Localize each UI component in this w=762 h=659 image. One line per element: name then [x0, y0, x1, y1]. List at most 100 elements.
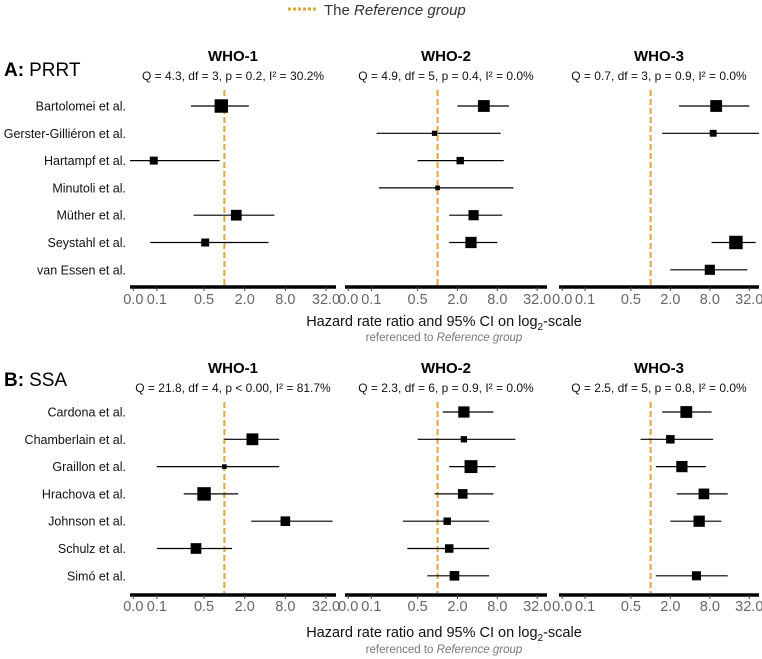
x-tick-label: 0.5	[621, 599, 641, 615]
x-tick-label: 32.0	[523, 599, 551, 615]
estimate-point	[443, 517, 451, 525]
x-tick-label: 0.0	[123, 599, 143, 615]
x-axis-sublabel: referenced to Reference group	[366, 332, 523, 344]
x-tick-label: 0.5	[194, 292, 214, 308]
study-label: Bartolomei et al.	[36, 100, 126, 114]
panel-who-1: WHO-1 Q = 4.3, df = 3, p = 0.2, I² = 30.2…	[123, 48, 340, 308]
estimate-point	[190, 543, 202, 554]
section-label: B: SSA	[4, 370, 67, 391]
panel-stats: Q = 2.3, df = 6, p = 0.9, I² = 0.0%	[358, 381, 534, 395]
x-tick-label: 2.0	[447, 599, 467, 615]
x-tick-label: 0.1	[575, 599, 595, 615]
estimate-point	[666, 435, 675, 444]
study-label: Chamberlain et al.	[25, 433, 126, 447]
x-tick-label: 0.5	[194, 599, 214, 615]
x-tick-label: 8.0	[275, 599, 295, 615]
x-tick-label: 32.0	[735, 292, 762, 308]
estimate-point	[449, 571, 460, 581]
section-name: SSA	[29, 370, 67, 391]
panel-stats: Q = 4.3, df = 3, p = 0.2, I² = 30.2%	[142, 69, 324, 83]
study-label: Hartampf et al.	[44, 154, 126, 168]
section-label: A: PRRT	[4, 60, 81, 81]
x-tick-label: 0.1	[575, 292, 595, 308]
estimate-point	[710, 100, 723, 112]
x-axis-label: Hazard rate ratio and 95% CI on log2-sca…	[306, 625, 582, 644]
x-tick-label: 0.5	[408, 292, 428, 308]
estimate-point	[704, 264, 715, 275]
x-axis-label-end: -scale	[543, 625, 582, 641]
x-tick-label: 2.0	[235, 292, 255, 308]
x-axis-label: Hazard rate ratio and 95% CI on log2-sca…	[306, 314, 582, 333]
estimate-point	[691, 571, 701, 581]
panel-title: WHO-2	[421, 360, 471, 377]
x-axis-label-subscript: 2	[538, 322, 544, 333]
x-tick-label: 0.0	[552, 292, 572, 308]
estimate-point	[201, 238, 210, 247]
x-tick-label: 32.0	[312, 599, 340, 615]
study-label: Schulz et al.	[58, 542, 126, 556]
legend: The Reference group	[288, 2, 466, 19]
x-tick-label: 0.1	[147, 599, 167, 615]
estimate-point	[698, 488, 710, 500]
panel-stats: Q = 4.9, df = 5, p = 0.4, I² = 0.0%	[358, 69, 534, 83]
study-label: Seystahl et al.	[47, 236, 126, 250]
study-label: Johnson et al.	[48, 515, 126, 529]
x-tick-label: 2.0	[660, 292, 680, 308]
study-label: Hrachova et al.	[42, 487, 126, 501]
legend-label: The Reference group	[324, 2, 466, 19]
panel-who-2: WHO-2 Q = 4.9, df = 5, p = 0.4, I² = 0.0%…	[338, 48, 551, 308]
x-axis-label-end: -scale	[543, 314, 582, 330]
x-tick-label: 0.0	[338, 599, 358, 615]
x-tick-label: 0.1	[361, 599, 381, 615]
estimate-point	[246, 433, 259, 446]
estimate-point	[431, 130, 438, 136]
estimate-point	[197, 487, 211, 501]
x-tick-label: 0.5	[621, 292, 641, 308]
panel-title: WHO-2	[421, 48, 471, 65]
section-prrt: A: PRRT Bartolomei et al. Gerster-Gilliéron…	[4, 48, 762, 344]
study-label: Graillon et al.	[52, 460, 126, 474]
estimate-point	[676, 460, 688, 473]
panel-stats: Q = 2.5, df = 5, p = 0.8, I² = 0.0%	[571, 381, 747, 395]
x-tick-label: 2.0	[660, 599, 680, 615]
x-axis-label-main: Hazard rate ratio and 95% CI on log	[306, 625, 537, 641]
x-axis-sublabel-italic: Reference group	[437, 332, 523, 344]
x-axis-sublabel-italic: Reference group	[437, 644, 523, 656]
estimate-point	[149, 156, 158, 165]
x-tick-label: 0.5	[408, 599, 428, 615]
x-tick-label: 0.0	[123, 292, 143, 308]
estimate-point	[222, 464, 227, 469]
estimate-point	[457, 489, 468, 499]
estimate-point	[709, 129, 717, 137]
estimate-point	[458, 406, 470, 418]
panel-title: WHO-1	[208, 360, 258, 377]
panel-title: WHO-3	[634, 360, 684, 377]
study-label: Cardona et al.	[47, 406, 126, 420]
plots: A: PRRT Bartolomei et al. Gerster-Gilliéron…	[4, 48, 762, 656]
estimate-point	[464, 460, 478, 474]
study-label: Gerster-Gilliéron et al.	[4, 127, 126, 141]
panel-stats: Q = 0.7, df = 3, p = 0.9, I² = 0.0%	[571, 69, 747, 83]
estimate-point	[435, 185, 440, 191]
x-axis-sublabel: referenced to Reference group	[366, 644, 523, 656]
section-ssa: B: SSA Cardona et al. Chamberlain et al. Gra…	[4, 360, 762, 656]
panel-title: WHO-1	[208, 48, 258, 65]
study-label: Minutoli et al.	[52, 181, 126, 195]
x-tick-label: 8.0	[700, 599, 720, 615]
section-letter: A:	[4, 60, 24, 81]
x-axis-sublabel-prefix: referenced to	[366, 332, 437, 344]
x-axis-label-subscript: 2	[538, 633, 544, 644]
panel-who-3: WHO-3 Q = 0.7, df = 3, p = 0.9, I² = 0.0%…	[552, 48, 762, 308]
x-axis-label-main: Hazard rate ratio and 95% CI on log	[306, 314, 537, 330]
section-letter: B:	[4, 370, 24, 391]
estimate-point	[477, 100, 490, 112]
x-tick-label: 8.0	[275, 292, 295, 308]
x-tick-label: 8.0	[487, 599, 507, 615]
estimate-point	[280, 516, 291, 526]
x-tick-label: 2.0	[447, 292, 467, 308]
estimate-point	[444, 544, 454, 553]
section-name: PRRT	[29, 60, 81, 81]
panel-who-2: WHO-2 Q = 2.3, df = 6, p = 0.9, I² = 0.0%…	[338, 360, 551, 615]
estimate-point	[230, 209, 242, 221]
